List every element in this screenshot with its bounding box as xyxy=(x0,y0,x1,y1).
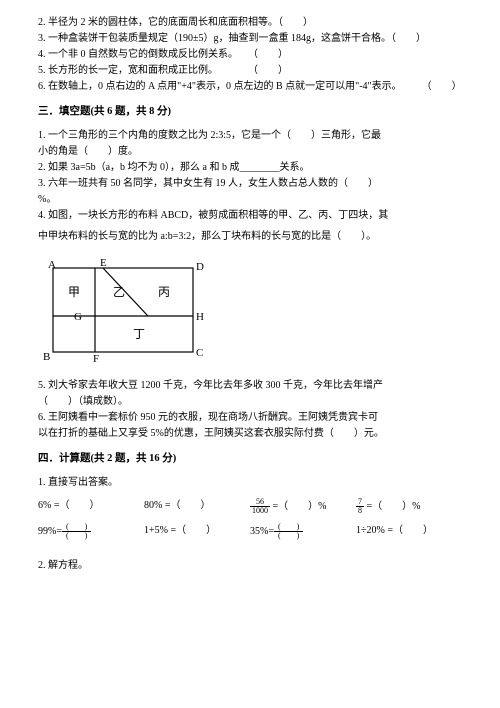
calc-q2-title: 2. 解方程。 xyxy=(38,558,462,573)
region-ding: 丁 xyxy=(133,327,145,341)
fill-q1a: 1. 一个三角形的三个内角的度数之比为 2:3:5，它是一个（ ）三角形，它最 xyxy=(38,128,462,143)
label-F: F xyxy=(93,353,99,365)
calc-row-1: 6% =（ ） 80% =（ ） 561000 =（ ）% 78 =（ ）% xyxy=(38,498,462,515)
label-E: E xyxy=(100,257,107,269)
section-4-title: 四．计算题(共 2 题，共 16 分) xyxy=(38,451,462,467)
judge-q2: 2. 半径为 2 米的圆柱体，它的底面周长和底面积相等。（ ） xyxy=(38,15,462,30)
calc-q1-title: 1. 直接写出答案。 xyxy=(38,475,462,490)
fill-q6a: 6. 王阿姨看中一套标价 950 元的衣服，现在商场八折酬宾。王阿姨凭贵宾卡可 xyxy=(38,410,462,425)
region-bing: 丙 xyxy=(158,285,170,299)
label-B: B xyxy=(43,351,50,363)
fill-q3a: 3. 六年一班共有 50 名同学，其中女生有 19 人，女生人数占总人数的（ ） xyxy=(38,176,462,191)
fill-q3b: %。 xyxy=(38,192,462,207)
label-G: G xyxy=(74,311,82,323)
label-A: A xyxy=(48,259,56,271)
calc-1-4: 78 =（ ）% xyxy=(356,498,462,515)
calc-2-4: 1÷20% =（ ） xyxy=(356,523,462,540)
fabric-diagram: A E D B F C G H 甲 乙 丙 丁 xyxy=(38,256,462,366)
judge-q6: 6. 在数轴上，0 点右边的 A 点用"+4"表示，0 点左边的 B 点就一定可… xyxy=(38,79,462,94)
fill-q6b: 以在打折的基础上又享受 5%的优惠，王阿姨买这套衣服实际付费（ ）元。 xyxy=(38,426,462,441)
label-H: H xyxy=(196,311,204,323)
fill-q5b: （ ）（填成数）。 xyxy=(38,394,462,409)
fill-q4b: 中甲块布料的长与宽的比为 a:b=3:2，那么丁块布料的长与宽的比是（ ）。 xyxy=(38,229,462,244)
calc-1-1: 6% =（ ） xyxy=(38,498,144,515)
calc-2-3: 35%=( )( ) xyxy=(250,523,356,540)
fill-q2: 2. 如果 3a=5b（a，b 均不为 0），那么 a 和 b 成_______… xyxy=(38,160,462,175)
judge-q5: 5. 长方形的长一定，宽和面积成正比例。 （ ） xyxy=(38,63,462,78)
region-yi: 乙 xyxy=(113,285,125,299)
label-D: D xyxy=(196,261,204,273)
section-3-title: 三．填空题(共 6 题，共 8 分) xyxy=(38,104,462,120)
label-C: C xyxy=(196,347,203,359)
fill-q4a: 4. 如图，一块长方形的布料 ABCD，被剪成面积相等的甲、乙、丙、丁四块，其 xyxy=(38,208,462,223)
calc-2-1: 99%=( )( ) xyxy=(38,523,144,540)
calc-2-2: 1+5% =（ ） xyxy=(144,523,250,540)
calc-1-2: 80% =（ ） xyxy=(144,498,250,515)
judge-q3: 3. 一种盒装饼干包装质量规定（190±5）g，抽查到一盒重 184g，这盒饼干… xyxy=(38,31,462,46)
calc-row-2: 99%=( )( ) 1+5% =（ ） 35%=( )( ) 1÷20% =（… xyxy=(38,523,462,540)
calc-1-3: 561000 =（ ）% xyxy=(250,498,356,515)
judge-q4: 4. 一个非 0 自然数与它的倒数成反比例关系。 （ ） xyxy=(38,47,462,62)
region-jia: 甲 xyxy=(68,285,80,299)
fill-q5a: 5. 刘大爷家去年收大豆 1200 千克，今年比去年多收 300 千克，今年比去… xyxy=(38,378,462,393)
fill-q1b: 小的角是（ ）度。 xyxy=(38,144,462,159)
